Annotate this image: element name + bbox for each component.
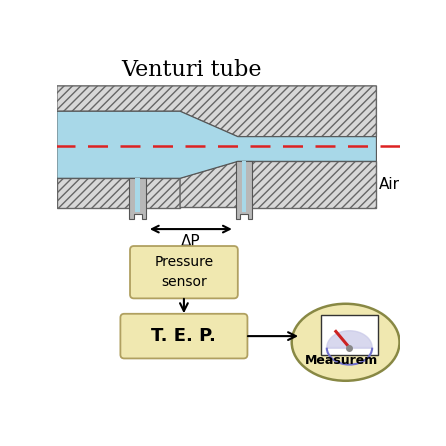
Polygon shape [238,161,376,207]
Text: Venturi tube: Venturi tube [121,59,262,82]
FancyBboxPatch shape [130,246,238,298]
Polygon shape [57,111,376,178]
Polygon shape [57,86,376,136]
FancyBboxPatch shape [321,315,378,355]
FancyBboxPatch shape [120,314,248,359]
Polygon shape [57,178,180,207]
Polygon shape [235,161,252,219]
Text: Measurem: Measurem [305,354,378,367]
Polygon shape [242,161,246,212]
Polygon shape [129,178,146,219]
Text: Air: Air [379,177,400,192]
Ellipse shape [292,304,400,381]
Polygon shape [327,331,372,348]
Text: ΔP: ΔP [181,234,201,249]
Text: Pressure
sensor: Pressure sensor [154,255,214,289]
Text: T. E. P.: T. E. P. [152,327,216,345]
Polygon shape [180,161,238,207]
Polygon shape [136,178,140,212]
